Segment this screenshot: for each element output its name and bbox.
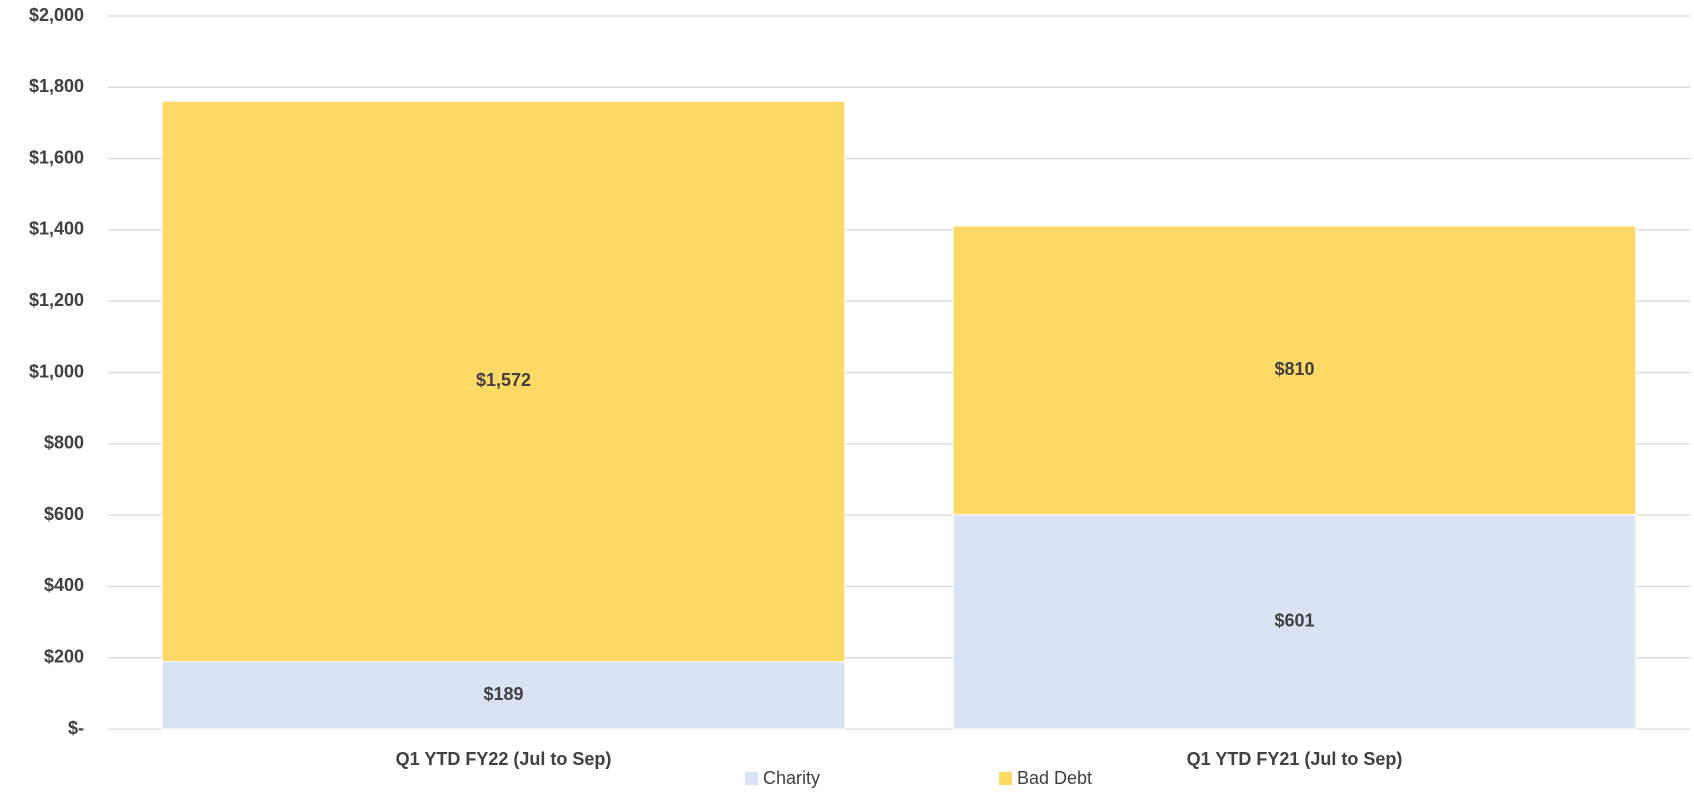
y-tick-label: $1,400 <box>29 219 84 239</box>
legend-label: Bad Debt <box>1017 768 1092 788</box>
y-tick-label: $600 <box>44 504 84 524</box>
bar-segment <box>161 100 846 663</box>
y-tick-label: $400 <box>44 575 84 595</box>
bar-segment <box>952 225 1637 516</box>
legend-swatch <box>745 772 758 785</box>
y-tick-label: $2,000 <box>29 5 84 25</box>
y-tick-label: $200 <box>44 646 84 666</box>
bar-segment <box>161 661 846 730</box>
legend-swatch <box>999 772 1012 785</box>
data-label: $810 <box>1274 359 1314 379</box>
x-tick-label: Q1 YTD FY21 (Jul to Sep) <box>1187 749 1403 769</box>
y-tick-label: $1,800 <box>29 76 84 96</box>
bar-segment <box>952 514 1637 730</box>
x-tick-label: Q1 YTD FY22 (Jul to Sep) <box>396 749 612 769</box>
data-label: $189 <box>483 684 523 704</box>
y-tick-label: $800 <box>44 433 84 453</box>
y-tick-label: $1,200 <box>29 290 84 310</box>
y-tick-label: $1,000 <box>29 361 84 381</box>
y-tick-label: $- <box>68 718 84 738</box>
data-label: $601 <box>1274 611 1314 631</box>
y-tick-label: $1,600 <box>29 147 84 167</box>
legend-label: Charity <box>763 768 820 788</box>
data-label: $1,572 <box>476 370 531 390</box>
